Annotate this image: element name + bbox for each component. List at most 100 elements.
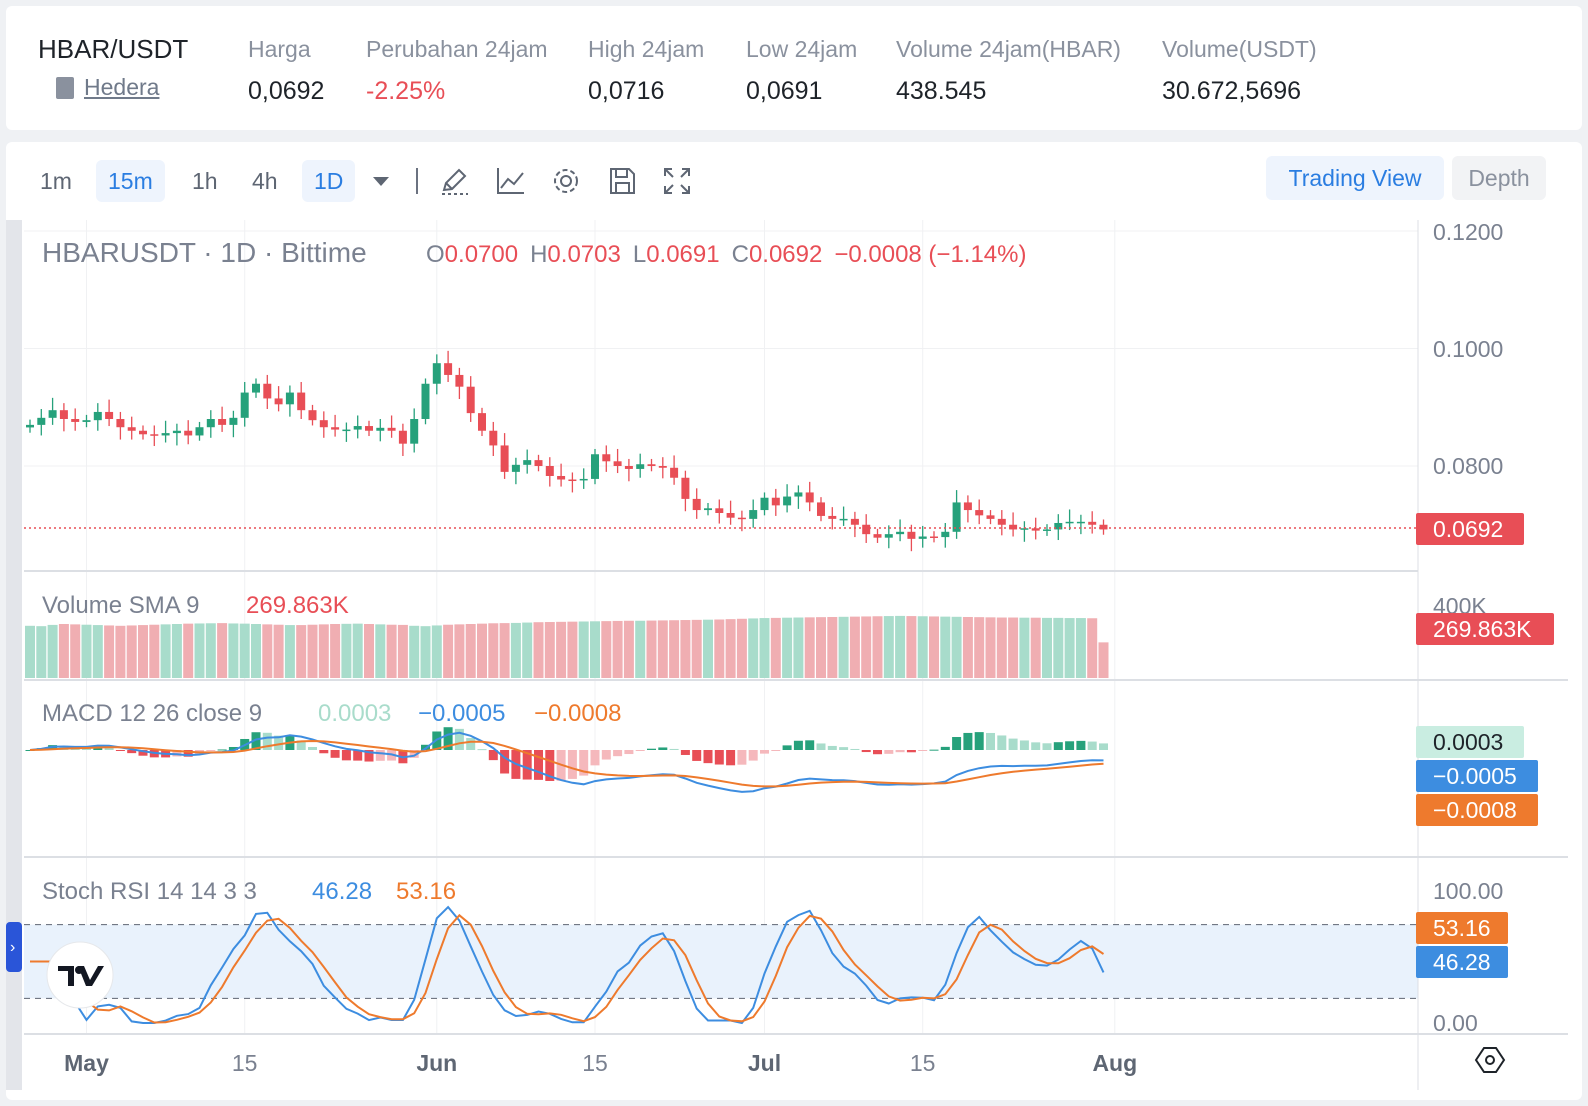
toolbar-divider xyxy=(416,168,418,194)
time-tick: Aug xyxy=(1092,1050,1137,1076)
candle xyxy=(285,392,294,405)
time-tick: 15 xyxy=(232,1050,258,1076)
tab-trading-view[interactable]: Trading View xyxy=(1266,156,1444,200)
volume-bar xyxy=(284,625,295,678)
expand-panel-tab[interactable] xyxy=(6,922,22,972)
volume-bar xyxy=(748,618,759,678)
candlestick-series xyxy=(26,350,1108,552)
candle xyxy=(930,536,938,538)
macd-hist-bar xyxy=(217,749,227,751)
tradingview-logo[interactable] xyxy=(46,941,114,1009)
candle xyxy=(1020,528,1029,530)
stoch-legend-k: 46.28 xyxy=(312,878,372,905)
candle xyxy=(511,464,520,472)
volume-legend-label: Volume SMA 9 xyxy=(42,592,199,619)
macd-hist-bar xyxy=(296,740,306,750)
volume-bar xyxy=(793,617,804,678)
stat-value: 438.545 xyxy=(896,77,987,105)
settings-gear-icon[interactable] xyxy=(549,164,583,198)
volume-bar xyxy=(804,617,815,678)
macd-hist-bar xyxy=(353,750,363,761)
macd-hist-bar xyxy=(771,750,781,751)
macd-hist-bar xyxy=(534,750,543,780)
volume-bar xyxy=(431,625,442,678)
volume-bar xyxy=(691,619,702,678)
candle xyxy=(975,510,984,516)
volume-bar xyxy=(375,624,386,678)
stat-value: 0,0692 xyxy=(248,77,325,105)
volume-bar xyxy=(386,624,397,678)
macd-hist-bar xyxy=(737,750,747,765)
volume-bar xyxy=(477,623,487,678)
volume-bar xyxy=(318,624,329,678)
macd-hist-bar xyxy=(714,750,724,765)
macd-hist-bar xyxy=(454,728,464,750)
volume-bar xyxy=(590,621,600,678)
fullscreen-icon[interactable] xyxy=(660,164,694,198)
stat-value: 30.672,5696 xyxy=(1162,77,1302,105)
candle xyxy=(365,426,373,431)
save-icon[interactable] xyxy=(605,164,639,198)
volume-bar xyxy=(725,619,736,678)
candle xyxy=(624,466,633,469)
candle xyxy=(568,479,577,482)
macd-hist-bar xyxy=(963,732,973,750)
candle xyxy=(941,531,950,538)
interval-1m[interactable]: 1m xyxy=(40,168,72,194)
candle xyxy=(805,492,814,503)
indicator-chart-icon[interactable] xyxy=(494,164,528,198)
candle xyxy=(726,513,735,518)
left-scroll-strip[interactable] xyxy=(6,220,22,1090)
stoch-k-badge-value: 46.28 xyxy=(1433,949,1491,975)
candle xyxy=(421,383,430,419)
candle xyxy=(37,417,46,425)
stoch-d-line xyxy=(30,913,1105,1024)
volume-bar xyxy=(81,624,92,678)
candle xyxy=(444,363,453,375)
volume-bar xyxy=(352,623,363,678)
candle xyxy=(704,508,712,511)
price-tick: 0.1000 xyxy=(1433,336,1503,362)
volume-bar xyxy=(827,616,838,678)
chevron-down-icon[interactable] xyxy=(364,164,398,198)
macd-hist-bar xyxy=(251,732,261,750)
tab-depth[interactable]: Depth xyxy=(1452,156,1546,200)
candle xyxy=(139,430,147,435)
chevron-right-icon: › xyxy=(10,939,15,956)
indicator-lines xyxy=(29,731,1105,1025)
candle xyxy=(783,496,792,506)
candle xyxy=(557,475,566,480)
candle xyxy=(523,460,532,465)
interval-15m[interactable]: 15m xyxy=(96,160,165,202)
interval-4h[interactable]: 4h xyxy=(252,168,278,194)
candle xyxy=(636,464,645,469)
macd-hist-bar xyxy=(590,750,600,766)
candle xyxy=(432,363,441,384)
pencil-draw-icon[interactable] xyxy=(438,164,472,198)
candle xyxy=(850,518,859,525)
volume-bar xyxy=(669,620,680,678)
time-tick: May xyxy=(64,1050,109,1076)
macd-legend-signal: −0.0008 xyxy=(534,700,621,727)
price-tick: 0.0800 xyxy=(1433,453,1503,479)
volume-bar xyxy=(454,624,465,678)
stat-label: Volume(USDT) xyxy=(1162,36,1317,62)
interval-1h[interactable]: 1h xyxy=(192,168,218,194)
candle xyxy=(195,427,204,436)
macd-hist-bar xyxy=(1019,740,1029,750)
coin-info-link[interactable]: Hedera xyxy=(56,74,159,101)
interval-1d[interactable]: 1D xyxy=(302,160,356,202)
stoch-tick: 100.00 xyxy=(1433,878,1503,904)
volume-bar xyxy=(1064,618,1075,678)
candle xyxy=(817,502,825,516)
volume-bar xyxy=(104,625,115,678)
candle xyxy=(986,515,995,519)
macd-hist-bar xyxy=(262,732,272,750)
chart-settings-icon[interactable] xyxy=(1474,1047,1506,1073)
candle xyxy=(376,427,385,431)
macd-hist-bar xyxy=(726,750,736,766)
ohlc-legend: O0.0700 H0.0703 L0.0691 C0.0692 −0.0008 (−1.… xyxy=(426,241,1026,268)
stoch-legend-d: 53.16 xyxy=(396,878,456,905)
candle xyxy=(263,383,272,399)
